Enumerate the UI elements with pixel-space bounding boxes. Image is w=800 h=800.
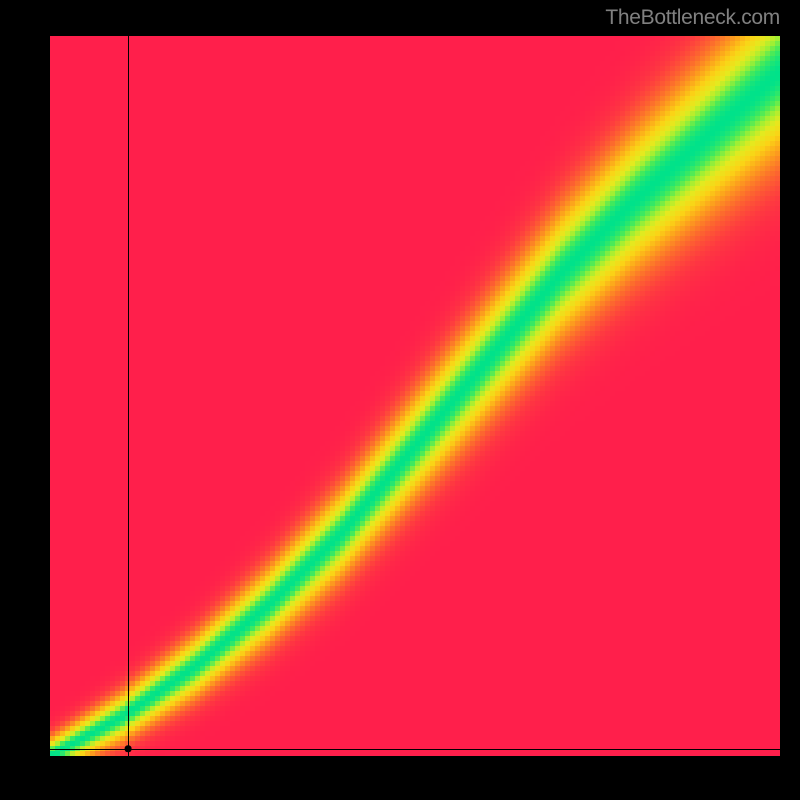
- bottleneck-heatmap: [50, 36, 780, 756]
- heatmap-canvas: [50, 36, 780, 756]
- watermark-text: TheBottleneck.com: [605, 6, 780, 30]
